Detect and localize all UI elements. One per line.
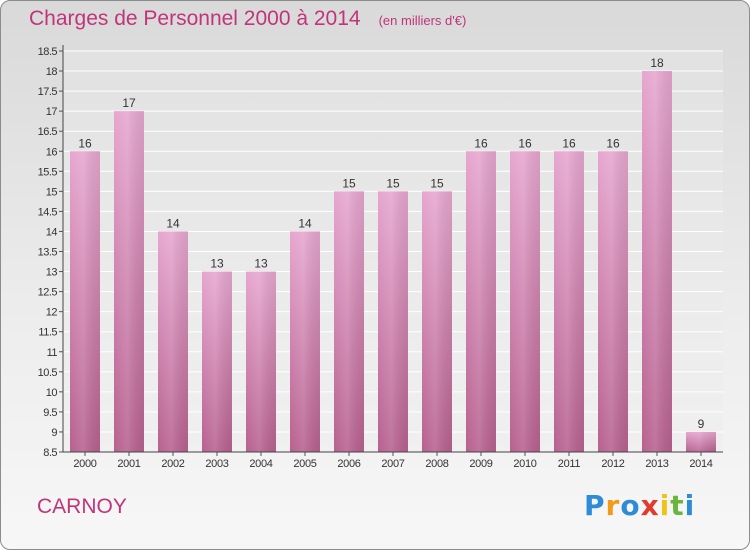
data-label: 14 [298, 216, 312, 230]
bar-sheen [422, 191, 452, 452]
bar-sheen [642, 71, 672, 453]
y-tick-label: 9 [51, 427, 57, 439]
bar-sheen [554, 151, 584, 452]
y-tick-label: 13.5 [38, 247, 58, 259]
y-tick-label: 10.5 [38, 367, 58, 379]
y-tick-label: 9.5 [43, 407, 57, 419]
x-tick-label: 2012 [601, 458, 624, 470]
data-label: 17 [122, 96, 136, 110]
x-tick-label: 2008 [425, 458, 448, 470]
x-tick-label: 2005 [293, 458, 316, 470]
logo-letter: r [605, 489, 621, 522]
chart-subtitle: (en milliers d'€) [378, 13, 467, 28]
bar-sheen [378, 191, 408, 452]
x-tick-label: 2002 [161, 458, 184, 470]
proxiti-logo: Proxiti [584, 489, 695, 522]
y-tick-label: 11 [47, 347, 58, 359]
y-tick-label: 16.5 [38, 126, 58, 138]
bar-sheen [466, 151, 496, 452]
data-label: 18 [650, 56, 664, 70]
y-tick-label: 8.5 [43, 447, 57, 459]
chart-title: Charges de Personnel 2000 à 2014 (en mill… [29, 7, 466, 31]
x-tick-label: 2006 [337, 458, 360, 470]
y-tick-label: 18 [46, 66, 58, 78]
x-tick-label: 2009 [469, 458, 492, 470]
bar-sheen [290, 231, 320, 452]
logo-letter: o [620, 489, 641, 522]
data-label: 15 [430, 176, 444, 190]
bar-sheen [334, 191, 364, 452]
x-tick-label: 2011 [558, 458, 581, 470]
y-tick-label: 10 [46, 387, 58, 399]
logo-letter: i [659, 489, 671, 522]
bar-sheen [510, 151, 540, 452]
y-tick-label: 12 [46, 307, 58, 319]
x-tick-label: 2003 [205, 458, 228, 470]
data-label: 15 [386, 176, 400, 190]
data-label: 16 [606, 136, 620, 150]
logo-letter: P [584, 489, 606, 522]
logo-letter: x [640, 489, 660, 522]
data-label: 9 [698, 417, 705, 431]
y-tick-label: 15 [46, 186, 58, 198]
data-label: 15 [342, 176, 356, 190]
data-label: 16 [562, 136, 576, 150]
data-label: 13 [210, 257, 224, 271]
y-tick-label: 17 [46, 106, 58, 118]
y-tick-label: 12.5 [38, 287, 58, 299]
logo-letter: t [670, 489, 685, 522]
data-label: 16 [474, 136, 488, 150]
data-label: 13 [254, 257, 268, 271]
bar-sheen [114, 111, 144, 453]
x-tick-label: 2013 [645, 458, 668, 470]
bar-sheen [202, 271, 232, 452]
x-tick-label: 2001 [117, 458, 140, 470]
x-tick-label: 2014 [689, 458, 712, 470]
y-tick-label: 15.5 [38, 166, 58, 178]
y-tick-label: 18.5 [38, 46, 58, 58]
y-tick-label: 16 [46, 146, 58, 158]
data-label: 16 [78, 136, 92, 150]
logo-letter: i [684, 489, 696, 522]
data-label: 14 [166, 216, 180, 230]
bar-sheen [70, 151, 100, 452]
y-tick-label: 11.5 [38, 327, 57, 339]
commune-name: CARNOY [37, 495, 127, 518]
bar-sheen [158, 231, 188, 452]
y-tick-label: 13 [46, 267, 58, 279]
title-text: Charges de Personnel 2000 à 2014 [29, 7, 361, 30]
bar-sheen [598, 151, 628, 452]
bar-sheen [246, 271, 276, 452]
x-tick-label: 2004 [249, 458, 272, 470]
y-tick-label: 14.5 [38, 206, 58, 218]
x-tick-label: 2000 [73, 458, 96, 470]
y-tick-label: 17.5 [38, 86, 58, 98]
bar-sheen [686, 431, 716, 452]
y-tick-label: 14 [46, 226, 58, 238]
data-label: 16 [518, 136, 532, 150]
x-tick-label: 2010 [513, 458, 536, 470]
x-tick-label: 2007 [381, 458, 404, 470]
